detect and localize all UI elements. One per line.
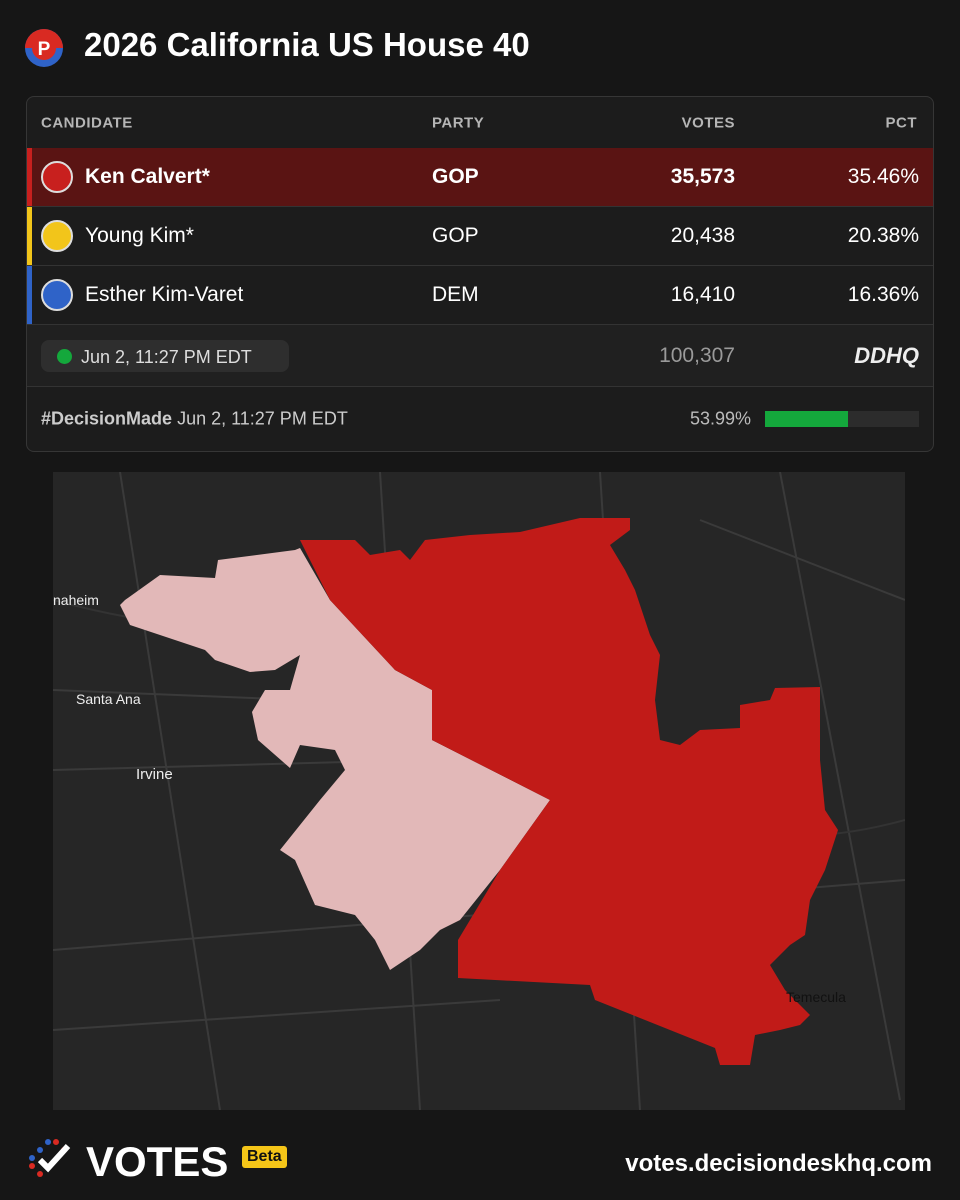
reporting-label: 53.99% — [689, 408, 751, 429]
party: GOP — [432, 165, 479, 188]
column-header: PCT — [885, 114, 917, 131]
live-dot — [57, 348, 72, 364]
party: GOP — [432, 224, 479, 247]
place-label: naheim — [53, 592, 99, 608]
place-label: Irvine — [136, 766, 173, 783]
brand: VOTES — [86, 1138, 229, 1185]
column-header: VOTES — [681, 114, 735, 131]
update-pill: Jun 2, 11:27 PM EDT — [41, 339, 289, 372]
badge-letter: P — [38, 39, 51, 60]
summary-row: Jun 2, 11:27 PM EDT 100,307 DDHQ — [27, 325, 933, 387]
avatar — [41, 279, 73, 311]
party-stripe — [27, 148, 32, 206]
reporting-bar — [765, 411, 849, 427]
decision-label: #DecisionMade — [41, 408, 173, 429]
pct: 35.46% — [847, 165, 919, 188]
table-header: CANDIDATE PARTY VOTES PCT — [27, 97, 933, 149]
update-time: Jun 2, 11:27 PM EDT — [81, 346, 252, 367]
candidate-row: Ken Calvert* GOP 35,573 35.46% — [27, 148, 933, 207]
decision-row: #DecisionMade Jun 2, 11:27 PM EDT 53.99% — [27, 387, 933, 451]
column-header: CANDIDATE — [41, 114, 133, 131]
votes: 35,573 — [670, 165, 735, 188]
candidate-name: Young Kim* — [85, 224, 194, 247]
page-title: 2026 California US House 40 — [84, 26, 530, 63]
votes: 16,410 — [670, 283, 735, 306]
candidate-row: Young Kim* GOP 20,438 20.38% — [27, 207, 933, 266]
party: DEM — [432, 283, 479, 306]
district-map: naheim Santa Ana Irvine Temecula — [53, 472, 905, 1110]
site-url[interactable]: votes.decisiondeskhq.com — [625, 1150, 932, 1177]
place-label: Temecula — [786, 989, 846, 1005]
place-label: Santa Ana — [76, 691, 141, 707]
source-logo: DDHQ — [854, 342, 919, 368]
pct: 16.36% — [847, 283, 919, 306]
votes: 20,438 — [670, 224, 735, 247]
candidate-row: Esther Kim-Varet DEM 16,410 16.36% — [27, 266, 933, 325]
avatar — [41, 161, 73, 193]
avatar — [41, 220, 73, 252]
results-table: CANDIDATE PARTY VOTES PCT Ken Calvert* GO… — [26, 96, 934, 452]
reporting-track — [765, 411, 919, 427]
beta-tag: Beta — [242, 1146, 287, 1168]
party-stripe — [27, 266, 32, 324]
logo-badge: P — [25, 29, 63, 67]
party-stripe — [27, 207, 32, 265]
decision: #DecisionMade Jun 2, 11:27 PM EDT — [41, 409, 348, 430]
candidate-name: Ken Calvert* — [85, 165, 210, 188]
votes-logo — [29, 1139, 71, 1177]
pct: 20.38% — [847, 224, 919, 247]
candidate-name: Esther Kim-Varet — [85, 283, 244, 306]
decision-time: Jun 2, 11:27 PM EDT — [177, 408, 348, 429]
column-header: PARTY — [432, 114, 485, 131]
total-votes: 100,307 — [659, 343, 735, 367]
